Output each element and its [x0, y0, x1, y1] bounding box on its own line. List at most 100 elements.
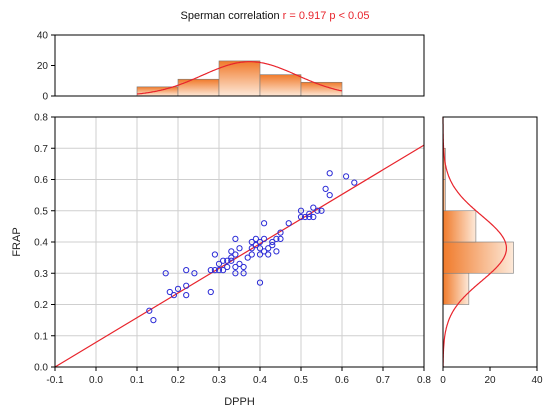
data-point [183, 282, 190, 289]
plot-frame [442, 116, 538, 368]
histogram-bar [218, 60, 261, 97]
data-point [228, 254, 235, 261]
title-statistic: r = 0.917 p < 0.05 [282, 10, 370, 22]
data-point [244, 254, 251, 261]
y-tick-label: 0.6 [34, 175, 48, 186]
y-tick-label: 0.4 [34, 238, 48, 249]
data-point [297, 213, 305, 221]
data-point [277, 229, 284, 236]
x-tick-label: 40 [531, 375, 543, 386]
data-point [248, 238, 255, 246]
data-point [207, 267, 214, 274]
data-point [224, 257, 231, 264]
data-point [228, 257, 235, 264]
data-point [343, 173, 350, 180]
data-point [191, 270, 198, 277]
y-tick-label: 0.0 [34, 363, 48, 374]
data-point [207, 288, 214, 296]
data-point [240, 263, 247, 271]
data-point [265, 251, 272, 258]
scatter-plot: -0.1 0.0 0.1 0.2 0.3 0.4 0.5 0.6 0.7 0.80.00.10.2… [34, 113, 431, 387]
histogram-bar [259, 74, 302, 97]
data-point [232, 263, 239, 271]
data-point [322, 185, 329, 192]
right-histogram: 0 20 40 [440, 116, 543, 386]
x-tick-label: 0.0 [89, 375, 103, 386]
histogram-bar [442, 210, 477, 243]
y-axis-label: FRAP [11, 227, 23, 256]
data-point [314, 207, 321, 214]
y-tick-label: 0.7 [34, 144, 48, 155]
data-point [302, 213, 309, 221]
data-point [232, 235, 239, 242]
data-point [174, 285, 182, 292]
plot-frame [54, 116, 425, 368]
top-histogram: 0 20 40 [37, 31, 425, 103]
x-tick-label: 0.1 [130, 375, 144, 386]
data-point [166, 288, 173, 296]
plot-frame [54, 34, 425, 97]
data-point [306, 213, 313, 221]
data-point [285, 220, 292, 227]
data-point [261, 248, 268, 255]
x-tick-label: 0.8 [417, 375, 431, 386]
data-point [183, 267, 190, 274]
data-point [256, 245, 264, 252]
y-tick-label: 0 [42, 92, 48, 103]
data-point [150, 317, 157, 324]
data-point [265, 245, 272, 252]
x-tick-label: 0.3 [212, 375, 226, 386]
data-point [183, 292, 190, 299]
x-tick-label: -0.1 [46, 375, 64, 386]
chart-title: Sperman correlation r = 0.917 p < 0.05 [0, 10, 550, 22]
data-point [310, 213, 317, 221]
x-tick-label: 0.2 [171, 375, 185, 386]
data-point [256, 251, 264, 258]
data-point [215, 260, 223, 267]
title-prefix: Sperman correlation [180, 10, 283, 22]
x-tick-label: 0.4 [253, 375, 267, 386]
data-point [256, 238, 264, 246]
data-point [326, 192, 333, 199]
data-point [297, 207, 305, 214]
data-point [220, 267, 227, 274]
histogram-bar [177, 78, 220, 97]
x-axis-label: DPPH [224, 396, 255, 408]
data-point [248, 245, 255, 252]
data-point [215, 267, 223, 274]
data-point [306, 210, 313, 217]
data-point [252, 235, 259, 242]
data-point [232, 270, 239, 277]
x-tick-label: 0.6 [335, 375, 349, 386]
data-point [273, 248, 280, 255]
data-point [318, 207, 325, 214]
data-point [146, 307, 153, 314]
y-tick-label: 0.2 [34, 300, 48, 311]
data-point [236, 245, 243, 252]
data-point [252, 242, 259, 249]
data-point [224, 263, 231, 271]
data-point [170, 292, 177, 299]
data-point [277, 235, 284, 242]
data-point [236, 260, 243, 267]
x-tick-label: 0.5 [294, 375, 308, 386]
data-point [351, 179, 358, 186]
regression-line [54, 144, 425, 368]
y-tick-label: 20 [37, 61, 49, 72]
y-tick-label: 0.1 [34, 331, 48, 342]
data-point [256, 279, 264, 286]
x-tick-label: 0 [440, 375, 446, 386]
normal-curve [136, 61, 343, 95]
data-point [248, 251, 255, 258]
histogram-bar [442, 272, 470, 305]
x-tick-label: 20 [484, 375, 496, 386]
data-point [228, 248, 235, 255]
y-tick-label: 0.8 [34, 113, 48, 124]
y-tick-label: 0.5 [34, 206, 48, 217]
data-point [211, 251, 218, 258]
data-point [211, 267, 218, 274]
x-tick-label: 0.7 [376, 375, 390, 386]
normal-curve [442, 117, 507, 367]
